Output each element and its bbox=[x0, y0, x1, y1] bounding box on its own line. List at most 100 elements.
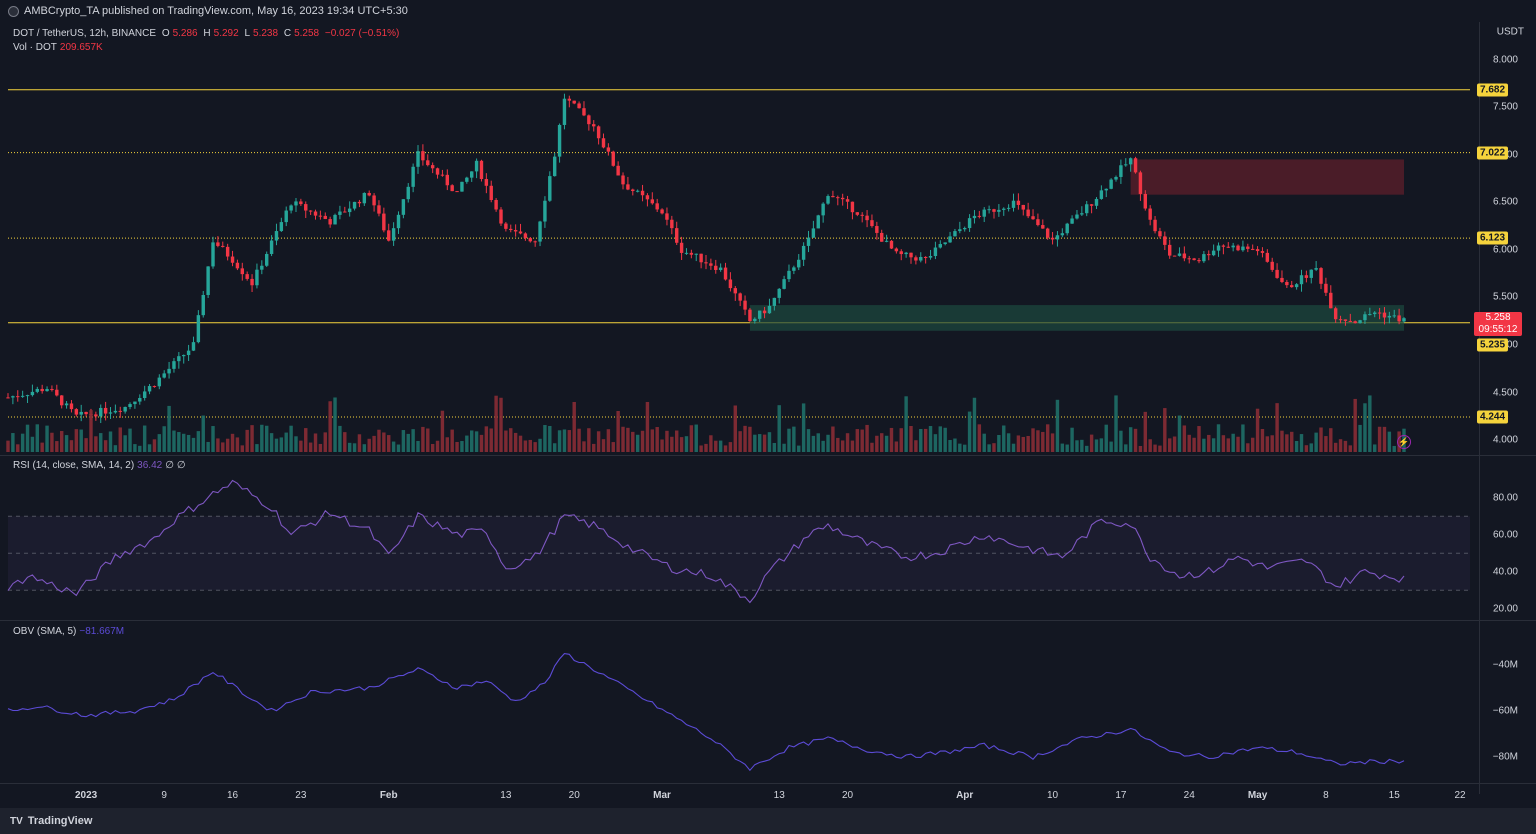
candle-body bbox=[284, 210, 288, 223]
volume-bar bbox=[1270, 435, 1274, 452]
obv-tick: −60M bbox=[1492, 705, 1518, 717]
flash-icon[interactable]: ⚡ bbox=[1397, 435, 1411, 449]
symbol-label[interactable]: DOT / TetherUS, 12h, BINANCE bbox=[13, 28, 157, 39]
volume-bar bbox=[582, 441, 586, 452]
candle-body bbox=[450, 185, 454, 192]
candle-body bbox=[1031, 216, 1035, 220]
volume-bar bbox=[347, 442, 352, 452]
candle-body bbox=[733, 288, 737, 294]
level-tag-4.244: 4.244 bbox=[1477, 410, 1509, 424]
candle-body bbox=[304, 204, 308, 211]
volume-bar bbox=[225, 438, 230, 452]
pane-separator-obv[interactable] bbox=[0, 620, 1536, 621]
volume-bar bbox=[1358, 424, 1362, 452]
volume-bar bbox=[465, 435, 469, 452]
candle-body bbox=[616, 165, 620, 176]
tradingview-brand[interactable]: TV TradingView bbox=[10, 815, 92, 827]
candle-body bbox=[1270, 261, 1274, 270]
volume-bar bbox=[1231, 433, 1235, 452]
x-axis-label: 20 bbox=[841, 790, 854, 801]
volume-bar bbox=[1104, 424, 1108, 452]
candle-body bbox=[182, 355, 186, 357]
candle-body bbox=[221, 245, 225, 247]
volume-bar bbox=[64, 435, 69, 452]
obv-value: −81.667M bbox=[79, 626, 125, 637]
candle-body bbox=[943, 242, 947, 245]
publisher-text: AMBCrypto_TA published on TradingView.co… bbox=[24, 5, 408, 17]
volume-bar bbox=[1124, 444, 1128, 452]
volume-bar bbox=[1275, 403, 1279, 452]
volume-bar bbox=[79, 429, 83, 452]
candle-body bbox=[357, 201, 362, 204]
volume-bar bbox=[1182, 425, 1187, 452]
rsi-tick: 20.00 bbox=[1492, 603, 1518, 615]
volume-bar bbox=[782, 443, 786, 452]
bar-countdown: 09:55:12 bbox=[1478, 324, 1518, 335]
candle-body bbox=[196, 315, 201, 343]
volume-bar bbox=[1036, 430, 1040, 452]
volume-bar bbox=[1241, 424, 1245, 452]
candle-body bbox=[728, 279, 733, 289]
volume-bar bbox=[948, 440, 952, 452]
volume-bar bbox=[1055, 399, 1060, 452]
volume-bar bbox=[138, 445, 142, 452]
candle-body bbox=[391, 228, 396, 241]
volume-label[interactable]: Vol · DOT bbox=[13, 42, 57, 53]
last-price-tag: 5.258 09:55:12 bbox=[1474, 312, 1522, 336]
volume-bar bbox=[1143, 411, 1148, 452]
candle-body bbox=[1377, 312, 1382, 314]
volume-bar bbox=[157, 434, 162, 452]
volume-bar bbox=[1060, 443, 1065, 452]
x-axis-label: 8 bbox=[1323, 790, 1329, 801]
candle-body bbox=[84, 411, 88, 415]
volume-bar bbox=[103, 440, 108, 452]
open-value: 5.286 bbox=[172, 28, 198, 39]
volume-bar bbox=[938, 426, 943, 452]
candle-body bbox=[801, 245, 806, 260]
candle-body bbox=[1099, 190, 1104, 199]
candle-body bbox=[138, 398, 142, 402]
candle-body bbox=[45, 389, 49, 392]
candle-body bbox=[123, 406, 127, 412]
volume-bar bbox=[1016, 435, 1021, 452]
level-tag-6.123: 6.123 bbox=[1477, 231, 1509, 245]
candle-body bbox=[396, 214, 401, 229]
volume-bar bbox=[1221, 435, 1226, 452]
candle-body bbox=[55, 389, 59, 396]
candle-body bbox=[1041, 225, 1045, 229]
volume-bar bbox=[928, 426, 933, 452]
high-value: 5.292 bbox=[213, 28, 239, 39]
tradingview-logo-icon: TV bbox=[10, 815, 23, 827]
candle-body bbox=[1348, 320, 1353, 322]
volume-bar bbox=[1197, 426, 1201, 452]
volume-bar bbox=[557, 430, 562, 452]
volume-bar bbox=[1011, 443, 1016, 452]
volume-bar bbox=[611, 442, 615, 452]
candle-body bbox=[992, 209, 996, 212]
candle-body bbox=[1109, 179, 1113, 189]
candle-body bbox=[557, 124, 562, 157]
volume-bar bbox=[1329, 428, 1333, 452]
candle-body bbox=[460, 181, 464, 192]
price-axis[interactable] bbox=[1479, 22, 1536, 794]
candle-body bbox=[987, 209, 991, 211]
volume-bar bbox=[196, 431, 201, 452]
volume-bar bbox=[113, 445, 118, 452]
pane-separator-rsi[interactable] bbox=[0, 455, 1536, 456]
candle-body bbox=[1324, 283, 1328, 293]
volume-bar bbox=[494, 395, 498, 452]
volume-value: 209.657K bbox=[59, 42, 103, 53]
volume-bar bbox=[118, 427, 122, 452]
rsi-label[interactable]: RSI (14, close, SMA, 14, 2) bbox=[13, 460, 135, 471]
obv-label[interactable]: OBV (SMA, 5) bbox=[13, 626, 77, 637]
volume-bar bbox=[313, 433, 318, 452]
volume-bar bbox=[543, 425, 547, 452]
candle-body bbox=[601, 138, 606, 148]
candle-body bbox=[455, 191, 459, 193]
volume-bar bbox=[919, 428, 923, 452]
candle-body bbox=[1070, 218, 1074, 224]
volume-bar bbox=[650, 429, 655, 452]
candle-body bbox=[1143, 193, 1148, 209]
